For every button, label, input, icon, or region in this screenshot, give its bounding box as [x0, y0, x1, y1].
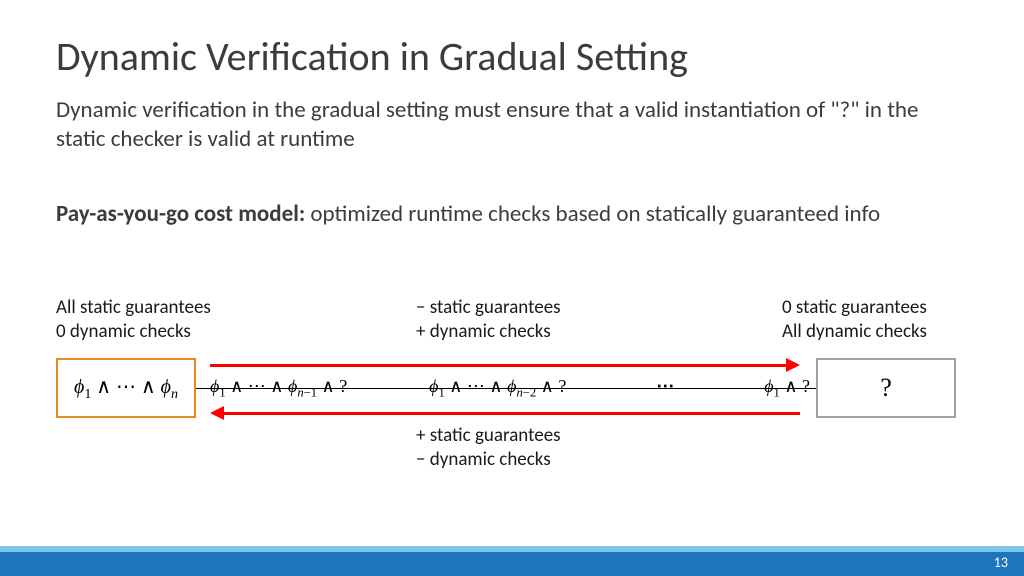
label-below-line1: + static guarantees	[416, 424, 561, 448]
formula-phi1: ϕ1 ∧ ?	[764, 376, 810, 401]
arrow-right-red	[210, 360, 800, 370]
arrow-right-head-icon	[786, 358, 800, 372]
spectrum-label-right: 0 static guarantees All dynamic checks	[782, 296, 927, 344]
formula-ellipsis: ⋯	[656, 376, 674, 397]
label-right-line2: All dynamic checks	[782, 320, 927, 344]
label-below-line2: − dynamic checks	[416, 448, 561, 472]
label-mid-line1: − static guarantees	[416, 296, 561, 320]
label-mid-line2: + dynamic checks	[416, 320, 561, 344]
label-right-line1: 0 static guarantees	[782, 296, 927, 320]
question-mark: ?	[880, 373, 892, 403]
cost-model-paragraph: Pay-as-you-go cost model: optimized runt…	[56, 200, 968, 229]
arrow-left-head-icon	[210, 406, 224, 420]
formula-phi-all: ϕ1 ∧ ⋯ ∧ ϕn	[74, 374, 178, 403]
label-left-line2: 0 dynamic checks	[56, 320, 211, 344]
formula-n-minus-2: ϕ1 ∧ ⋯ ∧ ϕn−2 ∧ ?	[429, 376, 566, 401]
page-number: 13	[994, 554, 1008, 571]
cost-model-label: Pay-as-you-go cost model:	[56, 200, 305, 228]
formula-box-all-static: ϕ1 ∧ ⋯ ∧ ϕn	[56, 358, 196, 418]
spectrum-label-left: All static guarantees 0 dynamic checks	[56, 296, 211, 344]
arrow-left-red	[210, 408, 800, 418]
formula-sequence: ϕ1 ∧ ⋯ ∧ ϕn−1 ∧ ? ϕ1 ∧ ⋯ ∧ ϕn−2 ∧ ? ⋯ ϕ1…	[210, 376, 810, 401]
footer-accent-dark: 13	[0, 552, 1024, 576]
slide-title: Dynamic Verification in Gradual Setting	[56, 32, 688, 81]
cost-model-rest: optimized runtime checks based on static…	[305, 200, 880, 228]
label-left-line1: All static guarantees	[56, 296, 211, 320]
intro-paragraph: Dynamic verification in the gradual sett…	[56, 96, 968, 154]
spectrum-label-bottom-mid: + static guarantees − dynamic checks	[416, 424, 561, 472]
spectrum-label-top-mid: − static guarantees + dynamic checks	[416, 296, 561, 344]
formula-box-unknown: ?	[816, 358, 956, 418]
formula-n-minus-1: ϕ1 ∧ ⋯ ∧ ϕn−1 ∧ ?	[210, 376, 347, 401]
slide-footer: 13	[0, 546, 1024, 576]
